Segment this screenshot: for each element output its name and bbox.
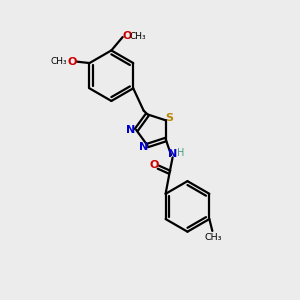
Text: CH₃: CH₃	[130, 32, 146, 41]
Text: CH₃: CH₃	[204, 233, 222, 242]
Text: N: N	[139, 142, 148, 152]
Text: O: O	[149, 160, 159, 170]
Text: N: N	[168, 149, 177, 159]
Text: CH₃: CH₃	[51, 57, 68, 66]
Text: S: S	[165, 113, 173, 123]
Text: N: N	[126, 125, 136, 135]
Text: H: H	[177, 148, 184, 158]
Text: O: O	[122, 31, 131, 41]
Text: O: O	[67, 57, 76, 67]
